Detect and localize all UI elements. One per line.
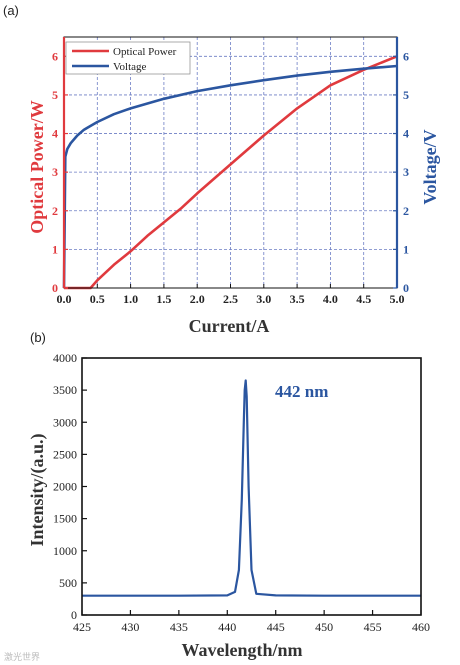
y-left-tick-label: 3	[52, 165, 58, 179]
y-tick-label: 3500	[53, 383, 77, 397]
x-tick-label: 0.0	[57, 292, 72, 306]
panel-b-peak-annotation: 442 nm	[275, 382, 328, 401]
x-tick-label: 2.5	[223, 292, 238, 306]
panel-a-label: (a)	[3, 3, 19, 18]
panel-b-y-ticks: 0 500 1000 1500 2000 2500 3000 3500 4000	[53, 351, 87, 622]
panel-a-legend: Optical Power Voltage	[65, 41, 191, 75]
y-tick-label: 3000	[53, 415, 77, 429]
legend-label-optical-power: Optical Power	[113, 46, 177, 58]
x-tick-label: 430	[121, 620, 139, 634]
panel-a-x-axis-title: Current/A	[189, 316, 270, 336]
y-right-tick-label: 4	[403, 127, 409, 141]
x-tick-label: 1.5	[156, 292, 171, 306]
x-tick-label: 460	[412, 620, 430, 634]
watermark: 激光世界	[4, 651, 40, 662]
panel-b-label: (b)	[30, 330, 46, 345]
x-tick-label: 425	[73, 620, 91, 634]
y-left-tick-label: 1	[52, 242, 58, 256]
x-tick-label: 1.0	[123, 292, 138, 306]
panel-a-y-left-ticks: 0 1 2 3 4 5 6	[52, 49, 68, 295]
x-tick-label: 5.0	[390, 292, 405, 306]
legend-box	[65, 41, 191, 75]
y-left-tick-label: 0	[52, 281, 58, 295]
y-right-tick-label: 6	[403, 49, 409, 63]
x-tick-label: 2.0	[190, 292, 205, 306]
panel-b-x-ticks: 425 430 435 440 445 450 455 460	[73, 610, 430, 634]
x-tick-label: 435	[170, 620, 188, 634]
y-left-tick-label: 4	[52, 127, 58, 141]
x-tick-label: 4.0	[323, 292, 338, 306]
y-right-tick-label: 5	[403, 88, 409, 102]
y-right-tick-label: 1	[403, 242, 409, 256]
y-right-tick-label: 2	[403, 204, 409, 218]
panel-a-series	[62, 55, 398, 290]
x-tick-label: 440	[218, 620, 236, 634]
x-tick-label: 4.5	[356, 292, 371, 306]
series-line-voltage	[62, 64, 398, 289]
y-right-tick-label: 0	[403, 281, 409, 295]
y-right-tick-label: 3	[403, 165, 409, 179]
y-tick-label: 2500	[53, 447, 77, 461]
y-tick-label: 1000	[53, 544, 77, 558]
panel-a-y-right-axis-title: Voltage/V	[420, 129, 440, 204]
panel-b-series	[82, 379, 421, 597]
legend-label-voltage: Voltage	[113, 61, 147, 73]
y-tick-label: 2000	[53, 480, 77, 494]
y-left-tick-label: 2	[52, 204, 58, 218]
panel-a-y-right-ticks: 0 1 2 3 4 5 6	[393, 49, 409, 295]
y-tick-label: 1500	[53, 512, 77, 526]
x-tick-label: 445	[267, 620, 285, 634]
panel-a-power-voltage-chart: (a) 0.0 0.5 1.0 1.5 2.0 2.5 3.0 3.5 4.0 4.5 5.0 0 1…	[3, 3, 440, 336]
panel-b-y-axis-title: Intensity/(a.u.)	[27, 433, 48, 546]
panel-b-plot-frame	[81, 357, 422, 616]
x-tick-label: 3.5	[290, 292, 305, 306]
panel-a-x-ticks: 0.0 0.5 1.0 1.5 2.0 2.5 3.0 3.5 4.0 4.5 5.0	[57, 284, 405, 306]
panel-b-x-axis-title: Wavelength/nm	[181, 640, 302, 660]
series-line-spectrum	[82, 379, 421, 597]
panel-b-spectrum-chart: (b) 425 430 435 440 445 450 455 460 0 500 1000 150…	[27, 330, 430, 660]
panel-a-y-left-axis-title: Optical Power/W	[27, 100, 47, 233]
panel-a-grid	[64, 37, 397, 288]
y-left-tick-label: 6	[52, 49, 58, 63]
y-left-tick-label: 5	[52, 88, 58, 102]
y-tick-label: 4000	[53, 351, 77, 365]
x-tick-label: 0.5	[90, 292, 105, 306]
x-tick-label: 3.0	[256, 292, 271, 306]
y-tick-label: 0	[71, 608, 77, 622]
series-line-optical-power	[64, 55, 398, 290]
y-tick-label: 500	[59, 576, 77, 590]
x-tick-label: 455	[364, 620, 382, 634]
x-tick-label: 450	[315, 620, 333, 634]
